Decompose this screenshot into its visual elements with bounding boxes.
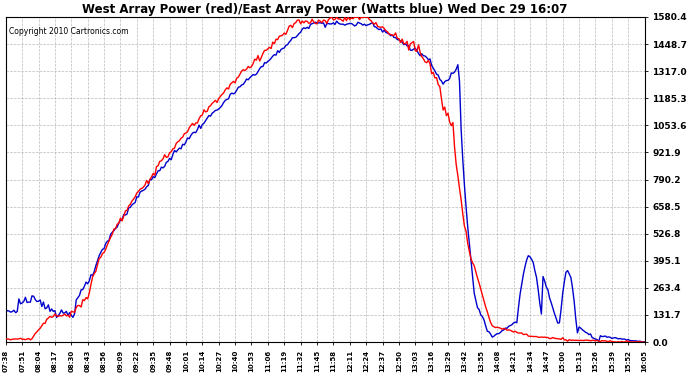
Title: West Array Power (red)/East Array Power (Watts blue) Wed Dec 29 16:07: West Array Power (red)/East Array Power …: [83, 3, 568, 16]
Text: Copyright 2010 Cartronics.com: Copyright 2010 Cartronics.com: [9, 27, 128, 36]
